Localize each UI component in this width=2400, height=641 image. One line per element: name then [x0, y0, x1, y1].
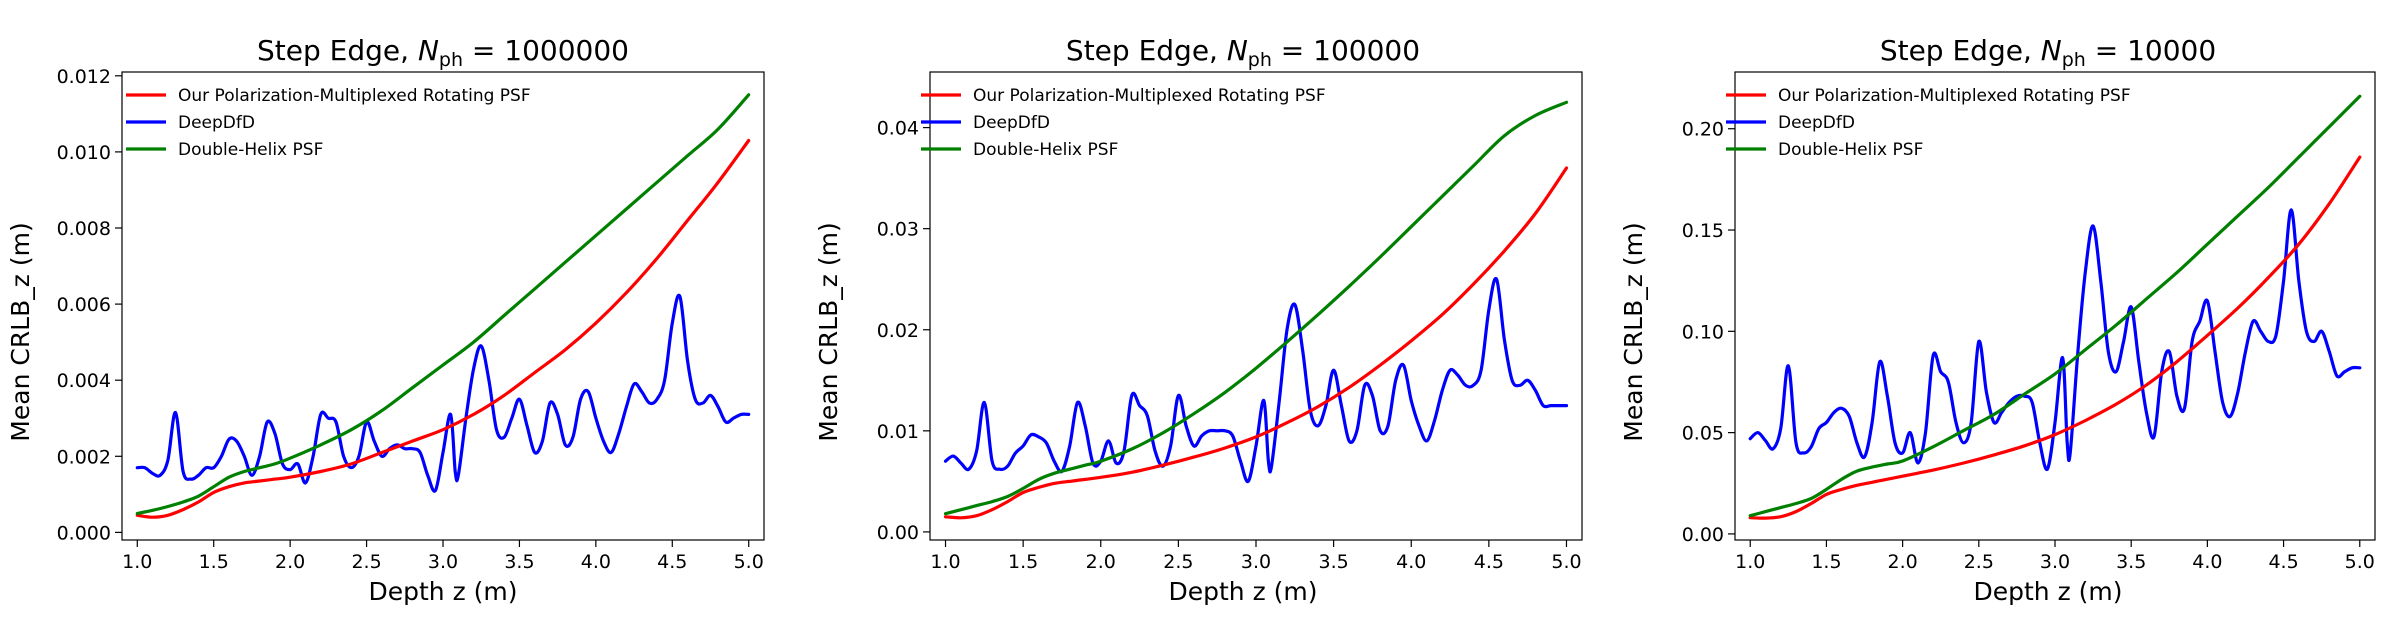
x-tick-label: 4.0 [581, 551, 611, 573]
y-tick-label: 0.000 [57, 522, 111, 544]
x-tick-label: 4.0 [1396, 551, 1426, 573]
y-tick-label: 0.010 [57, 142, 111, 164]
x-tick-label: 1.5 [199, 551, 229, 573]
legend-label: Our Polarization-Multiplexed Rotating PS… [1778, 86, 2131, 106]
y-tick-label: 0.15 [1682, 220, 1724, 242]
x-tick-label: 4.5 [1474, 551, 1504, 573]
series-line-blue [1748, 208, 2362, 472]
x-tick-label: 5.0 [2345, 551, 2375, 573]
x-tick-label: 3.0 [1241, 551, 1271, 573]
y-axis-label: Mean CRLB_z (m) [6, 222, 35, 441]
y-tick-label: 0.04 [877, 118, 919, 140]
y-tick-label: 0.002 [57, 446, 111, 468]
x-tick-label: 1.5 [1008, 551, 1038, 573]
y-tick-label: 0.05 [1682, 423, 1724, 445]
y-tick-label: 0.03 [877, 219, 919, 241]
x-axis-label: Depth z (m) [1973, 577, 2122, 606]
chart-panel-3: Step Edge, Nph = 10000 Depth z (m) Mean … [1619, 34, 2376, 606]
x-tick-label: 4.5 [657, 551, 687, 573]
series-line-red [135, 138, 751, 519]
y-tick-label: 0.008 [57, 218, 111, 240]
x-tick-label: 1.0 [1735, 551, 1765, 573]
legend-label: Double-Helix PSF [178, 140, 323, 160]
legend-label: Double-Helix PSF [1778, 140, 1923, 160]
x-tick-label: 4.0 [2192, 551, 2222, 573]
x-tick-label: 1.5 [1811, 551, 1841, 573]
x-tick-label: 2.5 [1964, 551, 1994, 573]
x-tick-label: 5.0 [1551, 551, 1581, 573]
legend-label: DeepDfD [973, 113, 1050, 133]
series-line-green [135, 93, 751, 515]
x-tick-label: 2.0 [275, 551, 305, 573]
y-axis-label: Mean CRLB_z (m) [814, 222, 843, 441]
y-tick-label: 0.00 [877, 522, 919, 544]
chart-panel-1: Step Edge, Nph = 1000000 Depth z (m) Mea… [6, 34, 765, 606]
legend-label: Our Polarization-Multiplexed Rotating PS… [178, 86, 531, 106]
x-tick-label: 2.5 [351, 551, 381, 573]
series-line-green [1748, 94, 2362, 518]
legend-label: Our Polarization-Multiplexed Rotating PS… [973, 86, 1326, 106]
x-tick-label: 3.0 [2040, 551, 2070, 573]
x-axis-label: Depth z (m) [368, 577, 517, 606]
y-tick-label: 0.10 [1682, 321, 1724, 343]
x-tick-label: 1.0 [122, 551, 152, 573]
y-tick-label: 0.004 [57, 370, 111, 392]
chart-title: Step Edge, Nph = 100000 [1066, 34, 1420, 71]
x-tick-label: 3.5 [504, 551, 534, 573]
series-line-blue [943, 276, 1569, 484]
y-tick-label: 0.01 [877, 421, 919, 443]
series-line-green [943, 100, 1569, 516]
y-tick-label: 0.006 [57, 294, 111, 316]
series-line-blue [135, 293, 751, 493]
x-axis-label: Depth z (m) [1168, 577, 1317, 606]
chart-title: Step Edge, Nph = 1000000 [257, 34, 629, 71]
x-tick-label: 3.0 [428, 551, 458, 573]
chart-title: Step Edge, Nph = 10000 [1880, 34, 2216, 71]
y-tick-label: 0.02 [877, 320, 919, 342]
x-tick-label: 3.5 [2116, 551, 2146, 573]
y-axis-label: Mean CRLB_z (m) [1619, 222, 1648, 441]
legend-label: DeepDfD [178, 113, 255, 133]
y-tick-label: 0.20 [1682, 119, 1724, 141]
series-line-red [1748, 155, 2362, 520]
series-line-red [943, 166, 1569, 520]
legend: Our Polarization-Multiplexed Rotating PS… [1778, 86, 2131, 160]
legend: Our Polarization-Multiplexed Rotating PS… [178, 86, 531, 160]
x-tick-label: 4.5 [2268, 551, 2298, 573]
x-tick-label: 5.0 [734, 551, 764, 573]
y-tick-label: 0.012 [57, 66, 111, 88]
chart-panel-2: Step Edge, Nph = 100000 Depth z (m) Mean… [814, 34, 1583, 606]
legend: Our Polarization-Multiplexed Rotating PS… [973, 86, 1326, 160]
x-tick-label: 2.0 [1888, 551, 1918, 573]
x-tick-label: 3.5 [1319, 551, 1349, 573]
x-tick-label: 2.0 [1086, 551, 1116, 573]
x-tick-label: 2.5 [1163, 551, 1193, 573]
legend-label: DeepDfD [1778, 113, 1855, 133]
x-tick-label: 1.0 [930, 551, 960, 573]
y-tick-label: 0.00 [1682, 524, 1724, 546]
legend-label: Double-Helix PSF [973, 140, 1118, 160]
